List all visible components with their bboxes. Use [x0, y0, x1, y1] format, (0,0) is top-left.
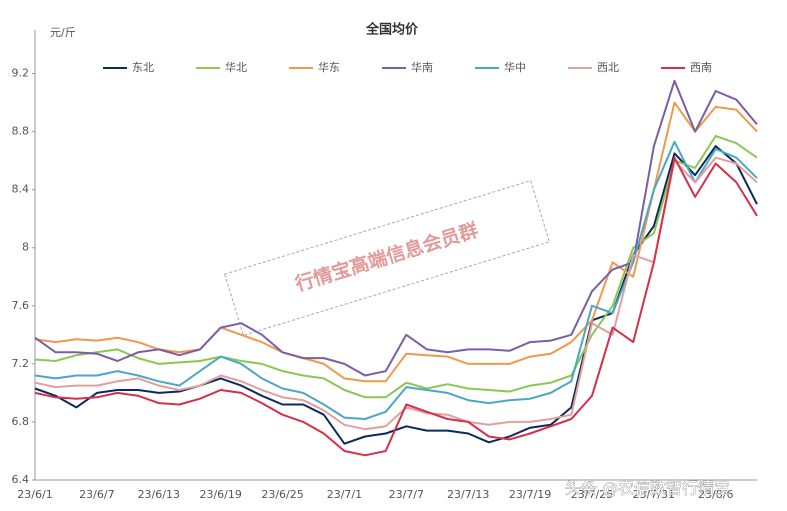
y-tick-label: 7.2: [12, 357, 30, 370]
legend-label: 西南: [690, 61, 712, 74]
legend-label: 华中: [504, 60, 526, 74]
legend-label: 华南: [411, 60, 433, 74]
legend-label: 东北: [132, 61, 154, 74]
x-tick-label: 23/6/25: [261, 488, 303, 501]
legend-label: 华东: [318, 60, 340, 74]
y-tick-label: 8.8: [12, 125, 30, 138]
watermark-box: [224, 179, 550, 337]
x-tick-label: 23/6/13: [138, 488, 180, 501]
watermark-text: 行情宝高端信息会员群: [292, 218, 481, 296]
watermark: 行情宝高端信息会员群: [224, 179, 550, 337]
y-tick-label: 9.2: [12, 67, 30, 80]
y-axis-label: 元/斤: [50, 26, 76, 39]
x-tick-label: 23/6/7: [79, 488, 114, 501]
y-tick-label: 7.6: [12, 299, 30, 312]
legend-label: 西北: [597, 61, 619, 74]
legend-label: 华北: [225, 60, 247, 74]
series-line: [34, 101, 758, 383]
series-line: [34, 156, 758, 457]
x-tick-label: 23/7/25: [571, 488, 613, 501]
y-tick-label: 6.8: [12, 415, 30, 428]
x-tick-label: 23/7/7: [389, 488, 424, 501]
series-line: [34, 140, 758, 420]
series-line: [34, 156, 758, 431]
y-tick-label: 8: [22, 241, 29, 254]
x-tick-label: 23/7/1: [327, 488, 362, 501]
x-tick-label: 23/8/6: [698, 488, 733, 501]
x-tick-label: 23/7/31: [633, 488, 675, 501]
y-tick-label: 6.4: [12, 473, 30, 486]
x-tick-label: 23/7/19: [509, 488, 551, 501]
x-tick-label: 23/6/1: [17, 488, 52, 501]
chart-title: 全国均价: [365, 22, 419, 38]
x-tick-label: 23/7/13: [447, 488, 489, 501]
source-watermark: 头条 @农信数智行情宝: [565, 479, 730, 498]
y-tick-label: 8.4: [12, 183, 30, 196]
series-line: [34, 79, 758, 377]
x-tick-label: 23/6/19: [199, 488, 241, 501]
